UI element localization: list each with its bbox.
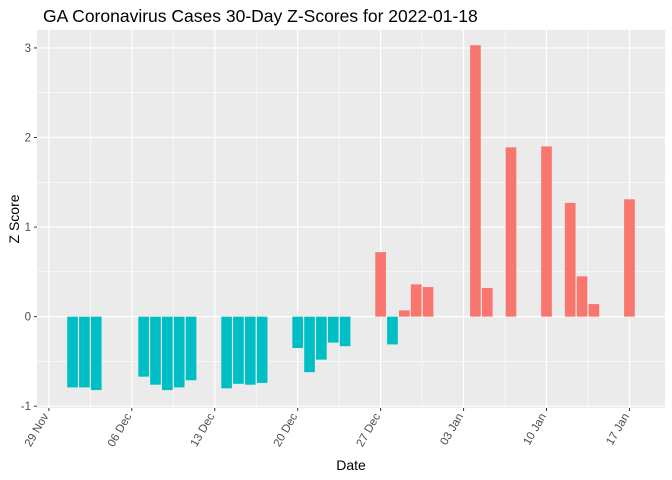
bar xyxy=(410,284,422,317)
bars xyxy=(67,45,635,391)
bar xyxy=(233,316,244,384)
bar xyxy=(256,316,268,383)
bar xyxy=(505,147,517,317)
x-tick-label: 29 Nov xyxy=(23,411,52,449)
bar xyxy=(588,304,600,317)
bar xyxy=(185,316,197,381)
y-axis-title: Z Score xyxy=(6,194,22,243)
bar xyxy=(162,316,173,391)
bar xyxy=(481,287,493,317)
y-tick-label: 2 xyxy=(25,132,31,144)
x-tick-label: 20 Dec xyxy=(272,411,301,449)
bar xyxy=(79,316,90,388)
bar xyxy=(576,276,588,317)
bar xyxy=(67,316,78,388)
bar xyxy=(304,316,315,373)
bar xyxy=(138,316,149,377)
bar xyxy=(339,316,351,347)
bar xyxy=(244,316,256,385)
bar xyxy=(541,146,552,317)
x-tick-label: 03 Jan xyxy=(439,412,467,448)
bar xyxy=(375,252,386,317)
bar xyxy=(221,316,232,389)
y-axis: -1 0 1 2 3 xyxy=(21,43,37,413)
x-axis-title: Date xyxy=(336,457,366,473)
y-tick-label: -1 xyxy=(21,401,31,413)
bar xyxy=(292,316,304,348)
bar xyxy=(564,202,576,317)
bar xyxy=(90,316,102,391)
bar xyxy=(316,316,327,360)
chart-title: GA Coronavirus Cases 30-Day Z-Scores for… xyxy=(43,6,478,26)
bar xyxy=(387,316,398,345)
bar xyxy=(470,45,481,317)
y-tick-label: 0 xyxy=(25,312,31,324)
bar xyxy=(327,316,339,343)
bar xyxy=(173,316,185,388)
bar xyxy=(624,199,635,317)
y-tick-label: 1 xyxy=(25,222,31,234)
x-tick-label: 10 Jan xyxy=(521,412,549,448)
y-tick-label: 3 xyxy=(25,43,31,55)
x-tick-label: 13 Dec xyxy=(189,411,218,449)
bar xyxy=(398,310,410,317)
bar xyxy=(422,287,434,317)
x-tick-label: 17 Jan xyxy=(604,412,632,448)
x-axis: 29 Nov 06 Dec 13 Dec 20 Dec 27 Dec 03 Jan 10 J… xyxy=(23,408,632,449)
bar xyxy=(150,316,161,385)
x-tick-label: 27 Dec xyxy=(355,411,384,449)
x-tick-label: 06 Dec xyxy=(106,411,135,449)
